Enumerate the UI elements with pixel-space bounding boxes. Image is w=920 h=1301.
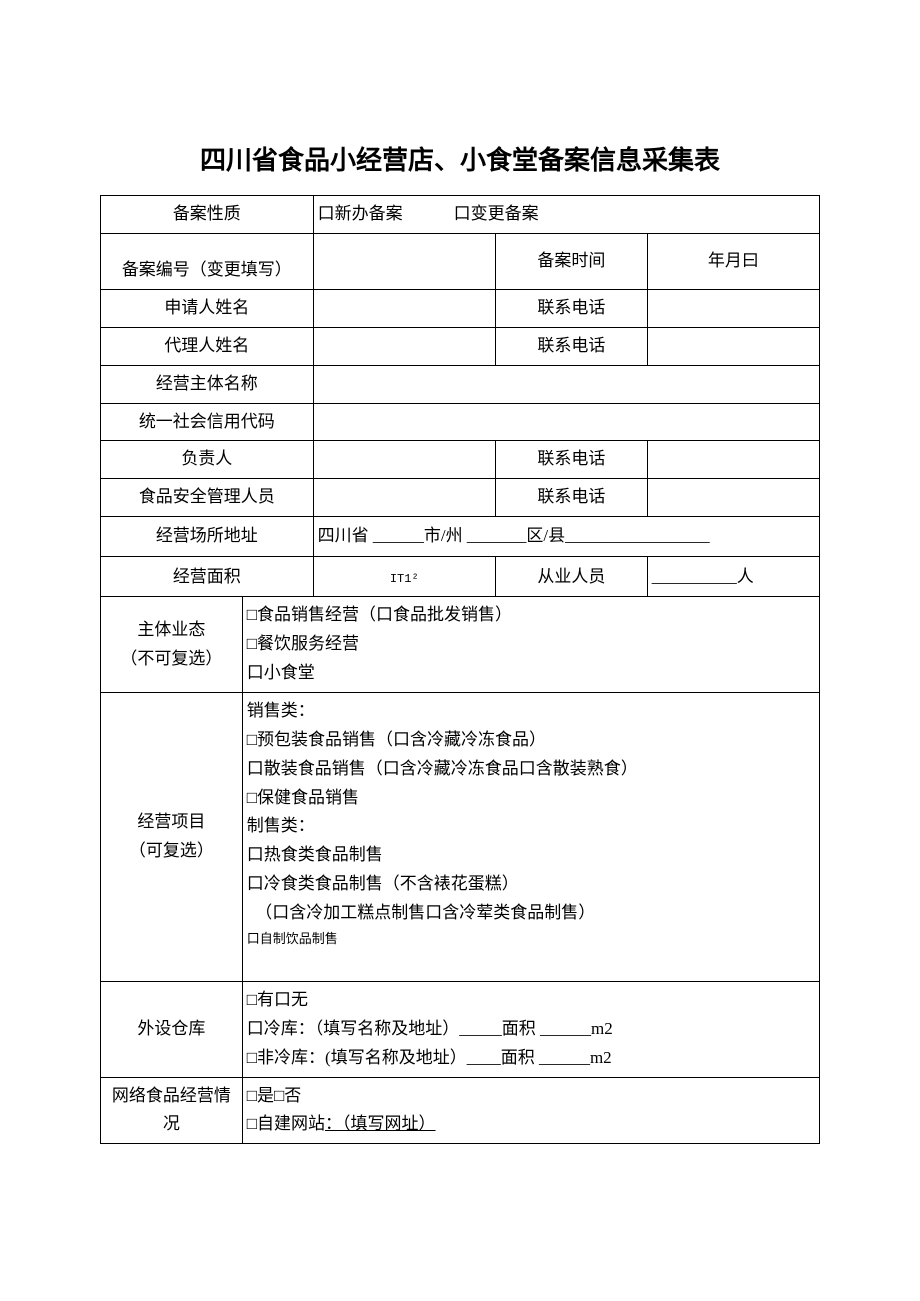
label-address: 经营场所地址 <box>101 517 314 557</box>
row-responsible: 负责人 联系电话 <box>101 441 820 479</box>
row-filing-number: 备案编号（变更填写） 备案时间 年月曰 <box>101 233 820 289</box>
value-filing-number <box>313 233 495 289</box>
row-biz-items: 经营项目 （可复选） 销售类： □预包装食品销售（口含冷藏冷冻食品） 口散装食品… <box>101 692 820 981</box>
label-filing-time: 备案时间 <box>495 233 647 289</box>
row-address: 经营场所地址 四川省 ______市/州 _______区/县_________… <box>101 517 820 557</box>
value-applicant-contact <box>647 289 819 327</box>
value-responsible-contact <box>647 441 819 479</box>
value-main-type: □食品销售经营（口食品批发销售） □餐饮服务经营 口小食堂 <box>242 597 819 693</box>
value-entity-name <box>313 365 819 403</box>
value-safety-mgr-contact <box>647 479 819 517</box>
label-filing-nature: 备案性质 <box>101 196 314 234</box>
row-safety-mgr: 食品安全管理人员 联系电话 <box>101 479 820 517</box>
label-area: 经营面积 <box>101 557 314 597</box>
value-applicant <box>313 289 495 327</box>
label-safety-mgr-contact: 联系电话 <box>495 479 647 517</box>
label-safety-mgr: 食品安全管理人员 <box>101 479 314 517</box>
label-responsible-contact: 联系电话 <box>495 441 647 479</box>
value-biz-items: 销售类： □预包装食品销售（口含冷藏冷冻食品） 口散装食品销售（口含冷藏冷冻食品… <box>242 692 819 981</box>
label-warehouse: 外设仓库 <box>101 981 243 1077</box>
label-staff: 从业人员 <box>495 557 647 597</box>
row-warehouse: 外设仓库 □有口无 口冷库：（填写名称及地址）_____面积 ______m2 … <box>101 981 820 1077</box>
row-applicant: 申请人姓名 联系电话 <box>101 289 820 327</box>
row-filing-nature: 备案性质 口新办备案 口变更备案 <box>101 196 820 234</box>
label-main-type: 主体业态 （不可复选） <box>101 597 243 693</box>
label-entity-name: 经营主体名称 <box>101 365 314 403</box>
row-main-type: 主体业态 （不可复选） □食品销售经营（口食品批发销售） □餐饮服务经营 口小食… <box>101 597 820 693</box>
label-applicant: 申请人姓名 <box>101 289 314 327</box>
label-applicant-contact: 联系电话 <box>495 289 647 327</box>
form-table: 备案性质 口新办备案 口变更备案 备案编号（变更填写） 备案时间 年月曰 申请人… <box>100 195 820 1144</box>
value-area: IT1² <box>313 557 495 597</box>
value-credit-code <box>313 403 819 441</box>
label-online: 网络食品经营情 况 <box>101 1077 243 1144</box>
value-agent <box>313 327 495 365</box>
row-credit-code: 统一社会信用代码 <box>101 403 820 441</box>
row-agent: 代理人姓名 联系电话 <box>101 327 820 365</box>
value-filing-nature: 口新办备案 口变更备案 <box>313 196 819 234</box>
value-address: 四川省 ______市/州 _______区/县________________… <box>313 517 819 557</box>
row-area: 经营面积 IT1² 从业人员 __________人 <box>101 557 820 597</box>
value-agent-contact <box>647 327 819 365</box>
value-responsible <box>313 441 495 479</box>
page-title: 四川省食品小经营店、小食堂备案信息采集表 <box>100 140 820 177</box>
value-online: □是□否 □自建网站：（填写网址） <box>242 1077 819 1144</box>
row-online: 网络食品经营情 况 □是□否 □自建网站：（填写网址） <box>101 1077 820 1144</box>
value-safety-mgr <box>313 479 495 517</box>
value-filing-time: 年月曰 <box>647 233 819 289</box>
label-filing-number: 备案编号（变更填写） <box>101 233 314 289</box>
label-agent: 代理人姓名 <box>101 327 314 365</box>
label-biz-items: 经营项目 （可复选） <box>101 692 243 981</box>
row-entity-name: 经营主体名称 <box>101 365 820 403</box>
value-staff: __________人 <box>647 557 819 597</box>
label-agent-contact: 联系电话 <box>495 327 647 365</box>
value-warehouse: □有口无 口冷库：（填写名称及地址）_____面积 ______m2 □非冷库：… <box>242 981 819 1077</box>
label-credit-code: 统一社会信用代码 <box>101 403 314 441</box>
label-responsible: 负责人 <box>101 441 314 479</box>
